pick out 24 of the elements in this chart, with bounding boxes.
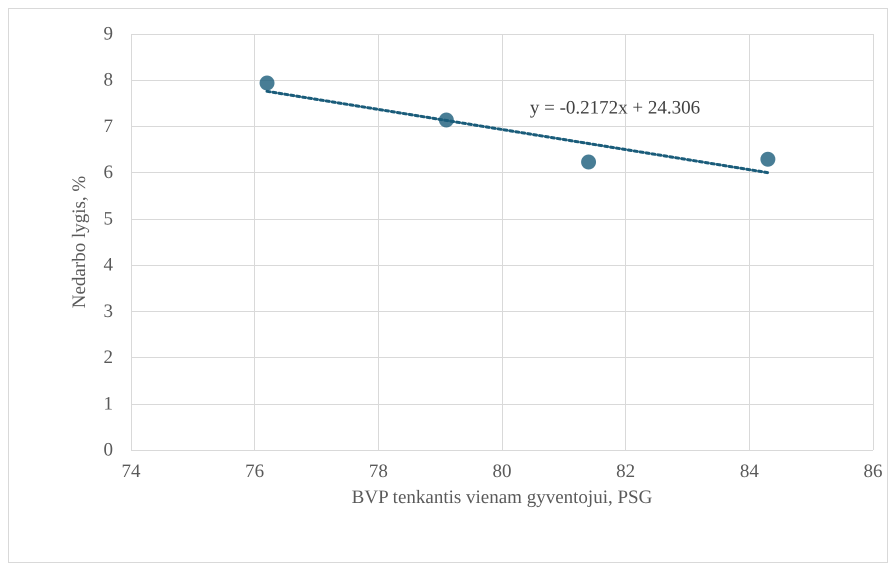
x-tick-label: 86 [864, 461, 882, 482]
x-tick-label: 76 [245, 461, 264, 482]
y-tick-label: 1 [104, 393, 113, 414]
y-tick-label: 6 [104, 162, 113, 184]
y-tick-label: 5 [104, 208, 113, 230]
y-tick-label: 9 [104, 24, 113, 44]
y-tick-label: 0 [104, 440, 113, 460]
y-tick-label: 3 [104, 300, 113, 322]
x-axis-title: BVP tenkantis vienam gyventojui, PSG [352, 487, 653, 508]
x-tick-label: 80 [492, 461, 512, 482]
x-tick-label: 84 [740, 461, 760, 482]
point [260, 76, 275, 90]
annotation: y = -0.2172x + 24.306 [530, 98, 700, 118]
y-tick-label: 7 [104, 116, 113, 137]
x-tick-label: 78 [368, 461, 388, 482]
point [438, 112, 454, 128]
point [760, 152, 776, 167]
y-tick-label: 2 [104, 347, 113, 368]
y-tick-label: 8 [104, 70, 113, 91]
point [581, 154, 596, 170]
x-tick-label: 82 [616, 461, 636, 482]
y-axis-title: Nedarbo lygis, % [69, 176, 90, 308]
x-tick-label: 74 [122, 461, 141, 482]
y-tick-label: 4 [104, 254, 114, 276]
